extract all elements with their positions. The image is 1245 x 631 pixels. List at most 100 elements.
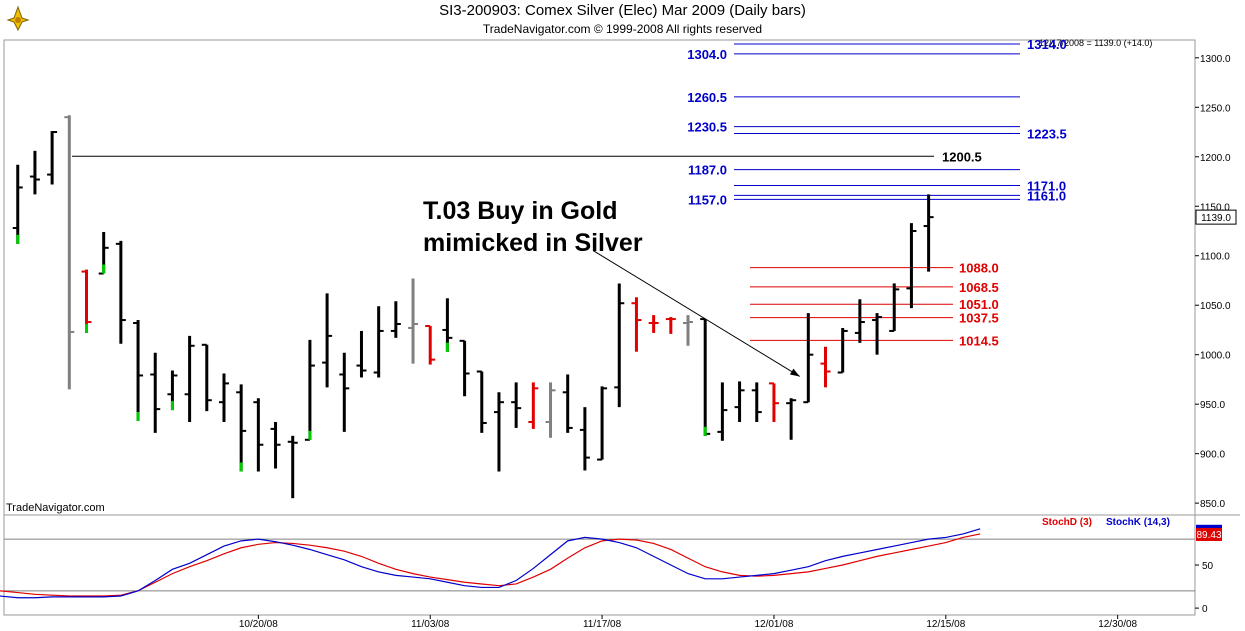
stoch-y-tick-label: 0 — [1202, 604, 1208, 615]
ohlc-bar — [425, 324, 436, 365]
chart-frame: TradeNavigator.com 12/17/2008 = 1139.0 (+… — [3, 38, 1240, 616]
ohlc-bar — [253, 398, 264, 472]
ohlc-bar — [408, 278, 419, 364]
stoch-series-line — [0, 533, 981, 597]
target-label-blue: 1304.0 — [687, 47, 727, 62]
ohlc-bar — [751, 382, 762, 422]
target-label-blue: 1171.0 — [1027, 178, 1066, 193]
x-tick-label: 12/30/08 — [1098, 619, 1137, 630]
ohlc-bar — [356, 330, 367, 378]
ohlc-bar — [768, 382, 779, 422]
price-levels: 1304.0 1260.5 1230.5 1187.0 1157.0 1314.0 1223… — [72, 37, 1067, 348]
ohlc-bar — [29, 150, 40, 195]
ohlc-bar — [648, 315, 659, 333]
y-tick-label: 1250.0 — [1200, 103, 1231, 114]
target-label-blue: 1314.0 — [1027, 37, 1067, 52]
ohlc-bar — [734, 381, 745, 422]
ohlc-bar — [390, 301, 401, 338]
ohlc-bar — [339, 352, 350, 432]
ohlc-bar — [12, 164, 23, 244]
target-label-blue: 1260.5 — [687, 90, 727, 105]
ohlc-bar — [923, 194, 934, 272]
y-tick-label: 850.0 — [1200, 499, 1225, 510]
ohlc-bar — [717, 382, 728, 441]
annotation-text: T.03 Buy in Gold — [423, 197, 617, 225]
target-label-blue: 1230.5 — [687, 120, 727, 135]
ohlc-bar — [837, 327, 848, 374]
ohlc-bar — [665, 317, 676, 334]
support-label-red: 1088.0 — [959, 261, 999, 276]
plot-border — [3, 39, 1196, 616]
target-label-blue: 1161.0 — [1027, 188, 1066, 203]
x-tick-label: 12/01/08 — [754, 619, 793, 630]
y-tick-label: 900.0 — [1200, 450, 1225, 461]
ohlc-bar — [872, 313, 883, 355]
ohlc-bar — [115, 240, 126, 344]
annotation-arrow-head — [789, 368, 800, 377]
target-label-blue: 1157.0 — [688, 192, 727, 207]
y-tick-label: 1050.0 — [1200, 301, 1231, 312]
stoch-y-tick-label: 50 — [1202, 561, 1214, 572]
ohlc-bar — [889, 283, 900, 332]
watermark-text: TradeNavigator.com — [6, 502, 105, 514]
ohlc-bar — [614, 283, 625, 408]
ohlc-bar — [373, 306, 384, 378]
ohlc-bar — [459, 339, 470, 397]
trade-navigator-logo-icon — [6, 5, 30, 32]
ohlc-bar — [528, 382, 539, 429]
ohlc-bar — [167, 370, 178, 411]
ohlc-bar — [786, 398, 797, 440]
annotation-arrow-line — [593, 250, 800, 377]
ohlc-bar — [511, 382, 522, 428]
ohlc-bar — [579, 407, 590, 471]
x-tick-label: 12/15/08 — [926, 619, 965, 630]
stochastic-reference-lines — [4, 538, 1195, 592]
stoch-series-line — [0, 528, 981, 599]
ohlc-bar — [98, 231, 109, 275]
ohlc-bar — [906, 223, 917, 309]
ohlc-bar — [803, 313, 814, 404]
ohlc-bar — [683, 315, 694, 346]
chart-subtitle: TradeNavigator.com © 1999-2008 All right… — [482, 22, 763, 36]
y-tick-label: 1000.0 — [1200, 351, 1231, 362]
resistance-label-black: 1200.5 — [942, 149, 982, 164]
x-tick-label: 11/03/08 — [411, 619, 450, 630]
ohlc-bar — [150, 352, 161, 433]
ohlc-bar — [562, 374, 573, 433]
annotation-text: mimicked in Silver — [423, 229, 643, 257]
target-label-blue: 1187.0 — [688, 163, 727, 178]
ohlc-bar — [47, 131, 58, 185]
last-price-label: 1139.0 — [1201, 213, 1231, 224]
x-tick-label: 10/20/08 — [239, 619, 278, 630]
y-tick-label: 1200.0 — [1200, 153, 1231, 164]
y-tick-label: 1100.0 — [1200, 252, 1230, 263]
ohlc-bar — [597, 386, 608, 461]
last-price-box — [1195, 209, 1237, 225]
support-label-red: 1014.5 — [959, 333, 999, 348]
ohlc-bar — [81, 269, 92, 333]
ohlc-bar — [493, 392, 504, 472]
target-label-blue: 1223.5 — [1027, 127, 1067, 142]
support-label-red: 1068.5 — [959, 280, 999, 295]
ohlc-bar — [236, 384, 247, 472]
last-bar-readout: 12/17/2008 = 1139.0 (+14.0) — [1039, 38, 1152, 48]
ohlc-bar — [184, 335, 195, 422]
support-label-red: 1037.5 — [959, 311, 999, 326]
ohlc-bar — [133, 320, 144, 421]
y-tick-label: 1150.0 — [1200, 202, 1230, 213]
ohlc-bar — [545, 382, 556, 438]
ohlc-bar — [476, 370, 487, 433]
ohlc-bar — [304, 339, 315, 441]
axes: 850.0900.0950.01000.01050.01100.01150.01… — [239, 54, 1237, 630]
x-tick-label: 11/17/08 — [583, 619, 622, 630]
y-tick-label: 1300.0 — [1200, 54, 1231, 65]
stochk-value-box — [1196, 524, 1222, 531]
legend-stochd: StochD (3) — [1042, 517, 1092, 528]
ohlc-bar — [270, 421, 281, 469]
ohlc-bar — [854, 299, 865, 343]
ohlc-bar — [218, 373, 229, 422]
ohlc-bar — [201, 343, 212, 412]
ohlc-bars — [12, 115, 934, 499]
y-tick-label: 950.0 — [1200, 400, 1225, 411]
